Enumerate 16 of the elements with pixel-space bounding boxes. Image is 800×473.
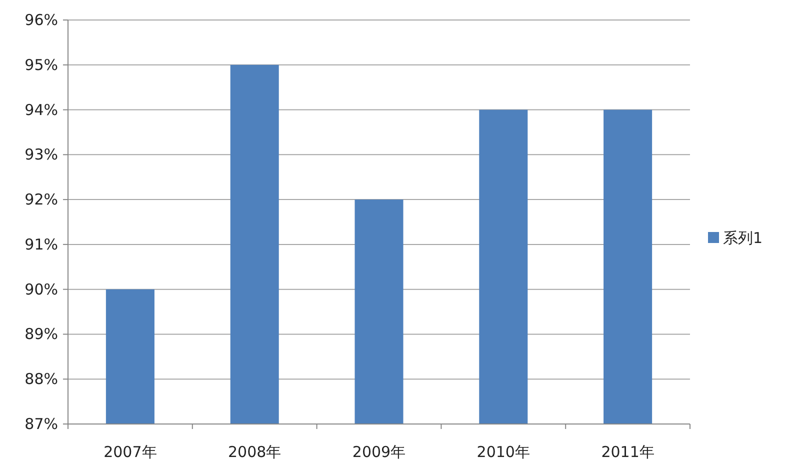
y-tick-label: 92%	[24, 190, 58, 209]
x-tick-label: 2010年	[476, 443, 530, 461]
y-tick-label: 91%	[24, 235, 58, 254]
y-tick-label: 93%	[24, 146, 58, 164]
y-tick-label: 88%	[24, 370, 58, 388]
y-tick-label: 94%	[24, 100, 58, 119]
x-tick-label: 2008年	[228, 443, 282, 461]
x-tick-label: 2007年	[104, 443, 157, 461]
y-tick-label: 90%	[24, 280, 58, 298]
y-tick-label: 96%	[24, 11, 58, 29]
y-tick-label: 95%	[24, 56, 58, 74]
x-tick-label: 2011年	[601, 443, 654, 461]
y-tick-label: 87%	[24, 415, 58, 433]
legend-label: 系列1	[723, 229, 763, 247]
x-tick-label: 2009年	[352, 443, 406, 461]
y-tick-label: 89%	[24, 325, 58, 344]
